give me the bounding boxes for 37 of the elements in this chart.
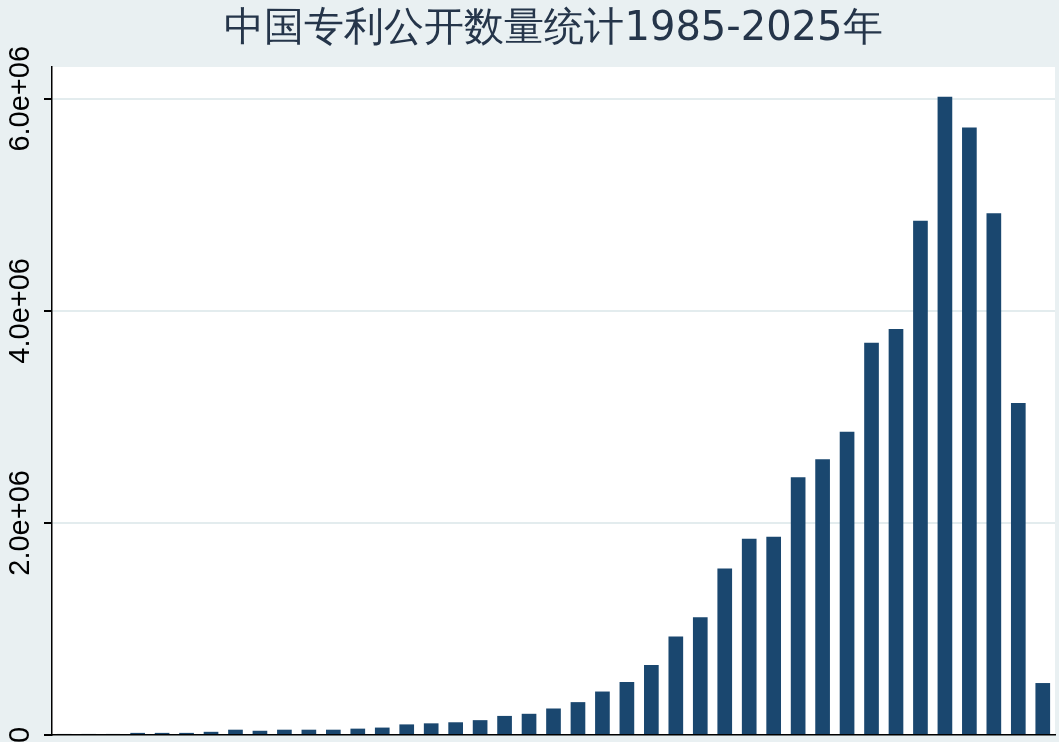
chart-title: 中国专利公开数量统计1985-2025年 <box>224 3 883 50</box>
bar <box>325 729 341 734</box>
bar <box>717 568 733 734</box>
bar <box>790 477 806 734</box>
bar <box>864 342 879 734</box>
bar <box>521 713 537 734</box>
bar <box>546 708 561 734</box>
bar <box>766 536 782 734</box>
bar <box>668 636 684 734</box>
bar <box>1035 683 1051 734</box>
bar <box>350 728 366 734</box>
bar <box>741 538 757 734</box>
bar <box>399 724 415 734</box>
bar <box>839 431 855 734</box>
y-tick-label: 6.0e+06 <box>3 45 35 152</box>
bar <box>448 722 463 734</box>
bar <box>962 127 977 734</box>
y-tick-label: 4.0e+06 <box>3 258 35 364</box>
bar <box>888 328 904 734</box>
bar <box>644 665 659 734</box>
bar <box>228 729 243 734</box>
y-tick-label: 0 <box>3 726 35 742</box>
bar <box>423 723 439 734</box>
bar <box>619 681 635 734</box>
y-tick-label: 2.0e+06 <box>3 470 35 576</box>
bar <box>277 729 292 734</box>
bar <box>692 617 708 734</box>
bar <box>374 727 390 734</box>
bar <box>570 702 586 734</box>
bar <box>595 691 610 734</box>
bar <box>937 96 953 734</box>
bar <box>1010 403 1026 734</box>
bar <box>913 220 928 734</box>
bar <box>472 720 488 734</box>
bar <box>986 213 1002 734</box>
bar <box>815 459 830 734</box>
bar <box>497 715 512 734</box>
